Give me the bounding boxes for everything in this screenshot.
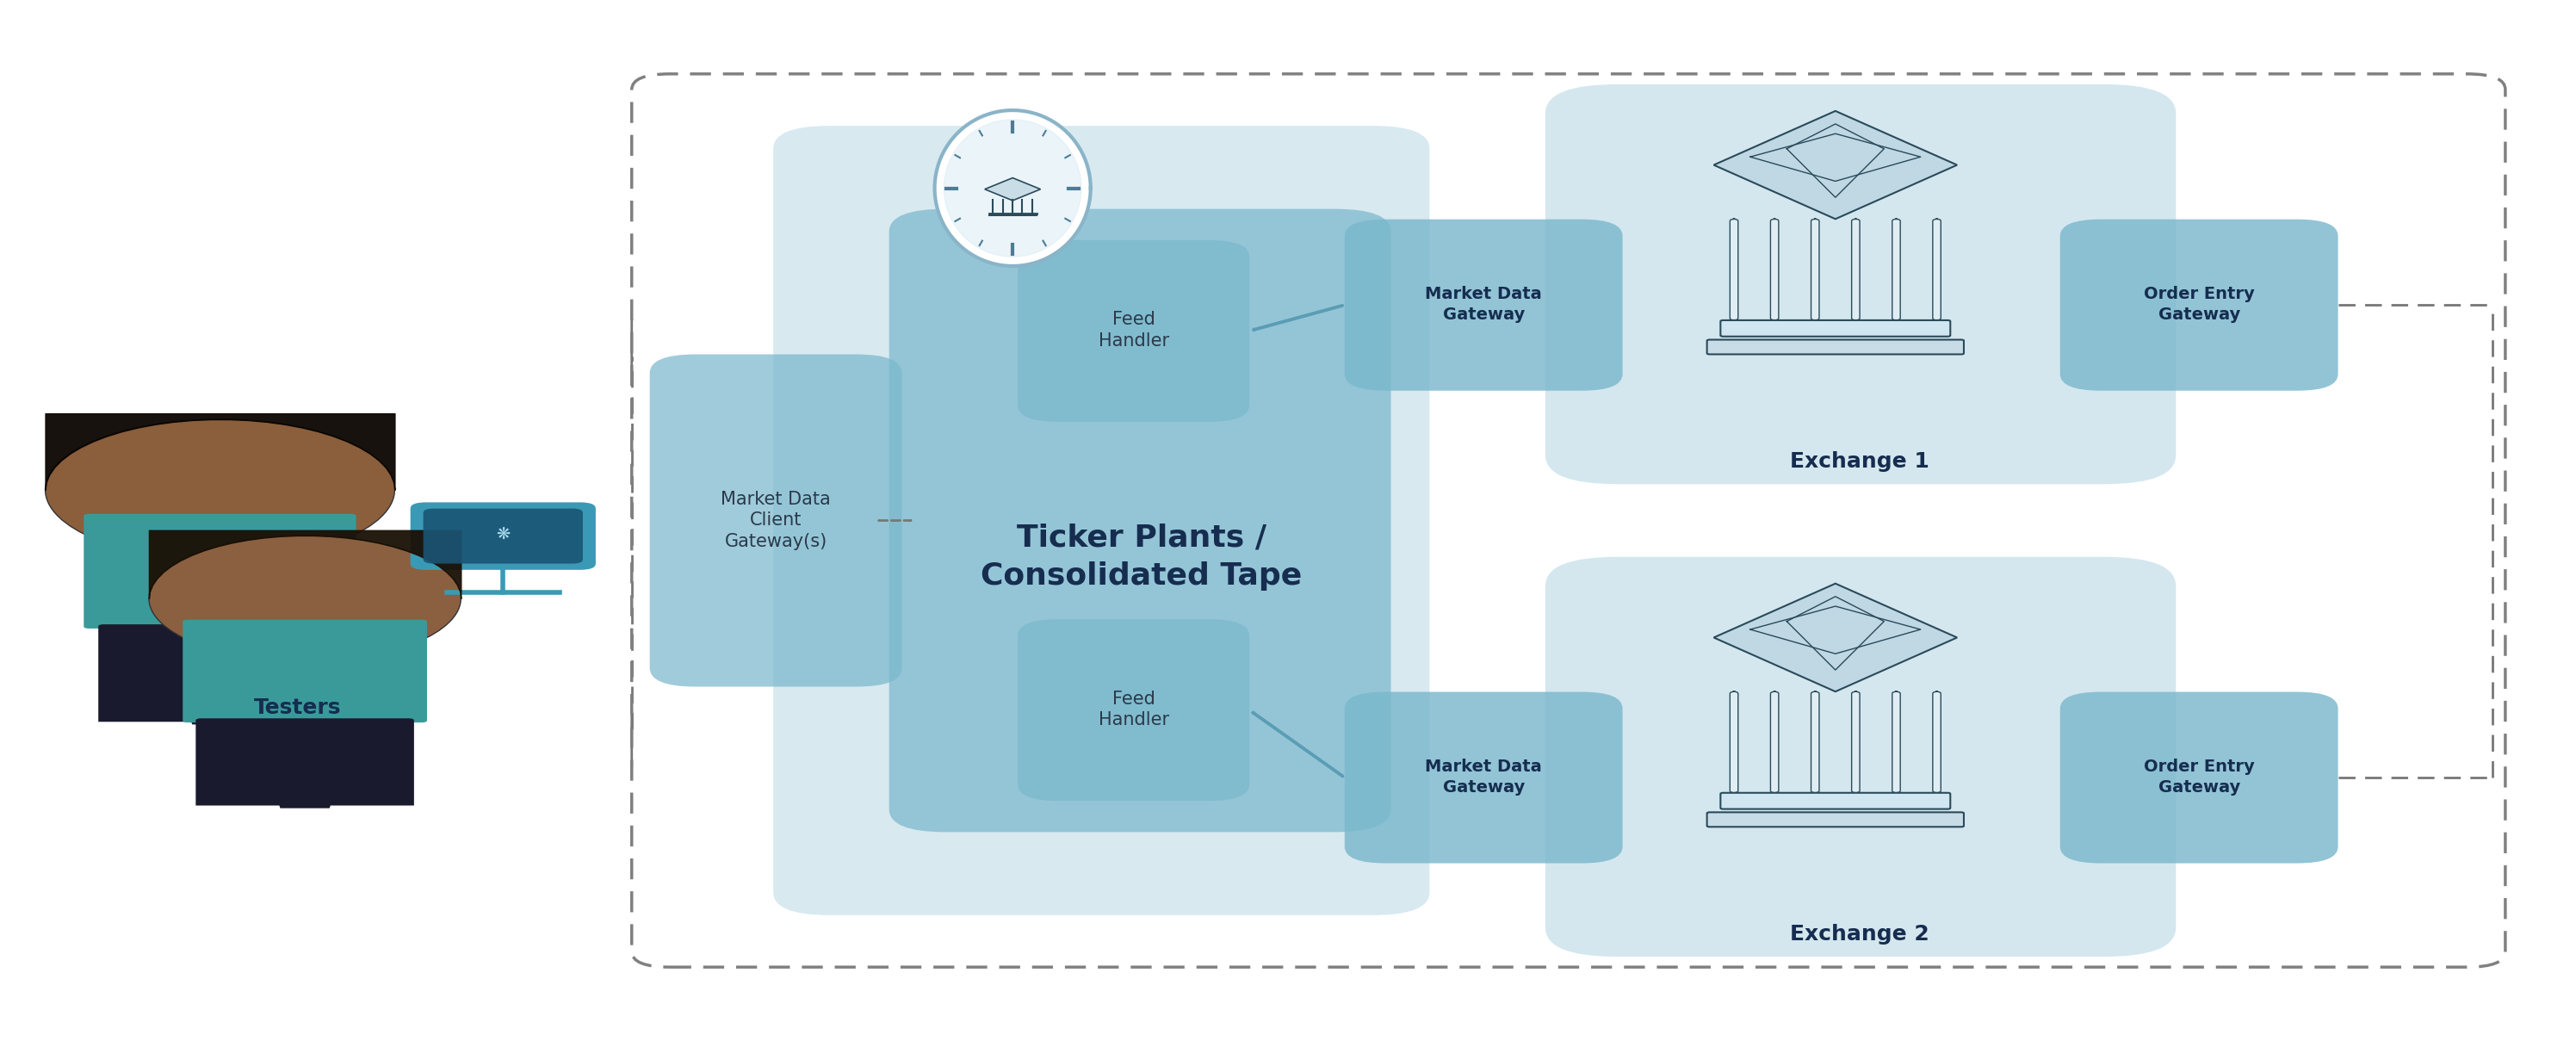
Circle shape <box>149 535 461 661</box>
FancyBboxPatch shape <box>1893 691 1901 793</box>
FancyBboxPatch shape <box>1018 240 1249 422</box>
Text: Market Data
Gateway: Market Data Gateway <box>1425 286 1543 323</box>
Text: Order Entry
Gateway: Order Entry Gateway <box>2143 759 2254 795</box>
FancyBboxPatch shape <box>1811 219 1819 321</box>
FancyBboxPatch shape <box>1852 691 1860 793</box>
FancyBboxPatch shape <box>1721 793 1950 809</box>
FancyBboxPatch shape <box>196 718 415 808</box>
Text: Exchange 1: Exchange 1 <box>1790 451 1929 472</box>
Text: Exchange 2: Exchange 2 <box>1790 923 1929 944</box>
FancyBboxPatch shape <box>1708 812 1963 827</box>
FancyBboxPatch shape <box>422 509 582 563</box>
Polygon shape <box>242 722 350 740</box>
Polygon shape <box>984 178 1041 201</box>
Text: Feed
Handler: Feed Handler <box>1097 311 1170 350</box>
FancyBboxPatch shape <box>773 126 1430 915</box>
Polygon shape <box>935 110 1090 266</box>
Text: Order Entry
Gateway: Order Entry Gateway <box>2143 286 2254 323</box>
FancyBboxPatch shape <box>1018 619 1249 801</box>
FancyBboxPatch shape <box>1546 557 2177 957</box>
FancyBboxPatch shape <box>2061 692 2339 863</box>
FancyBboxPatch shape <box>183 619 428 722</box>
Polygon shape <box>1713 111 1958 219</box>
Polygon shape <box>325 806 422 821</box>
FancyBboxPatch shape <box>1708 339 1963 354</box>
FancyBboxPatch shape <box>1770 691 1777 793</box>
Text: Market Data
Client
Gateway(s): Market Data Client Gateway(s) <box>721 490 832 551</box>
Polygon shape <box>90 722 196 740</box>
FancyBboxPatch shape <box>1731 219 1739 321</box>
FancyBboxPatch shape <box>2061 220 2339 390</box>
Text: Market Data
Gateway: Market Data Gateway <box>1425 759 1543 795</box>
FancyBboxPatch shape <box>1770 219 1777 321</box>
Text: Feed
Handler: Feed Handler <box>1097 690 1170 729</box>
Circle shape <box>46 420 394 560</box>
Polygon shape <box>188 806 283 821</box>
FancyBboxPatch shape <box>1546 84 2177 484</box>
Polygon shape <box>1713 584 1958 691</box>
FancyBboxPatch shape <box>1852 219 1860 321</box>
FancyBboxPatch shape <box>1731 691 1739 793</box>
FancyBboxPatch shape <box>1345 220 1623 390</box>
FancyBboxPatch shape <box>98 625 343 725</box>
Text: ❋: ❋ <box>497 526 510 542</box>
FancyBboxPatch shape <box>1345 692 1623 863</box>
FancyBboxPatch shape <box>85 514 355 629</box>
FancyBboxPatch shape <box>410 503 595 569</box>
Polygon shape <box>943 120 1082 257</box>
FancyBboxPatch shape <box>1932 219 1940 321</box>
FancyBboxPatch shape <box>649 354 902 687</box>
FancyBboxPatch shape <box>1811 691 1819 793</box>
Text: Ticker Plants /
Consolidated Tape: Ticker Plants / Consolidated Tape <box>981 523 1301 591</box>
Text: Testers: Testers <box>252 697 340 718</box>
FancyBboxPatch shape <box>1932 691 1940 793</box>
FancyBboxPatch shape <box>889 209 1391 832</box>
FancyBboxPatch shape <box>1721 321 1950 336</box>
FancyBboxPatch shape <box>1893 219 1901 321</box>
